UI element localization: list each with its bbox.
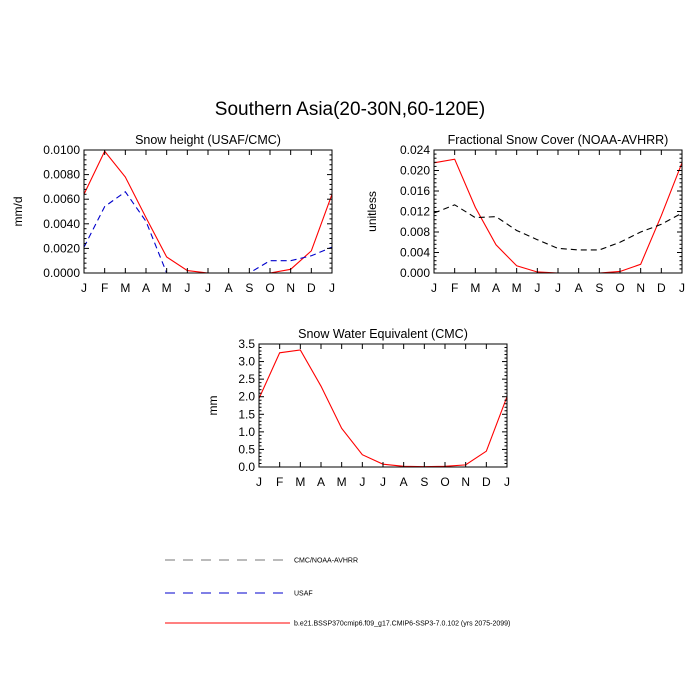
x-tick-label: J xyxy=(256,475,262,489)
y-tick-label: 0.008 xyxy=(400,225,430,239)
x-tick-label: J xyxy=(81,281,87,295)
x-tick-label: D xyxy=(307,281,316,295)
x-tick-label: M xyxy=(120,281,130,295)
x-tick-label: M xyxy=(295,475,305,489)
x-tick-label: N xyxy=(636,281,645,295)
x-tick-label: F xyxy=(451,281,458,295)
x-tick-label: J xyxy=(431,281,437,295)
series-line-1 xyxy=(83,150,333,274)
series-line-2 xyxy=(433,204,683,251)
y-tick-label: 0.024 xyxy=(400,143,430,157)
y-tick-label: 0.0060 xyxy=(43,192,80,206)
legend-label: CMC/NOAA-AVHRR xyxy=(294,558,358,565)
panels-group: Snow height (USAF/CMC)mm/dJ F M A M J J A S O N D J0… xyxy=(11,133,685,489)
panel-title: Snow Water Equivalent (CMC) xyxy=(298,327,468,341)
series-line-2 xyxy=(83,191,333,274)
x-tick-label: J xyxy=(184,281,190,295)
plot-frame xyxy=(258,343,508,468)
x-tick-label: S xyxy=(420,475,428,489)
y-axis-label: unitless xyxy=(365,191,379,232)
legend-item-1: CMC/NOAA-AVHRR xyxy=(165,558,358,565)
legend-item-3: b.e21.BSSP370cmip6.f09_g17.CMIP6-SSP3-7.… xyxy=(165,621,510,628)
panel-1: Snow height (USAF/CMC)mm/dJ F M A M J J A S O N D J0… xyxy=(11,133,335,295)
x-tick-label: S xyxy=(595,281,603,295)
x-tick-label: D xyxy=(482,475,491,489)
y-tick-label: 1.5 xyxy=(238,407,255,421)
y-tick-label: 0.012 xyxy=(400,205,430,219)
x-tick-label: M xyxy=(337,475,347,489)
x-tick-label: F xyxy=(101,281,108,295)
x-tick-label: M xyxy=(512,281,522,295)
series-line-1 xyxy=(258,349,508,468)
panel-2: Fractional Snow Cover (NOAA-AVHRR) unitle… xyxy=(365,133,685,295)
x-tick-label: M xyxy=(162,281,172,295)
x-tick-label: J xyxy=(679,281,685,295)
y-tick-label: 0.0000 xyxy=(43,266,80,280)
legend-label: b.e21.BSSP370cmip6.f09_g17.CMIP6-SSP3-7.… xyxy=(294,621,510,628)
x-tick-label: A xyxy=(575,281,583,295)
x-tick-label: J xyxy=(555,281,561,295)
legend-item-2: USAF xyxy=(165,591,313,598)
x-tick-label: A xyxy=(225,281,233,295)
y-tick-label: 0.004 xyxy=(400,246,430,260)
x-tick-label: O xyxy=(265,281,274,295)
y-tick-label: 0.0040 xyxy=(43,217,80,231)
panel-title: Snow height (USAF/CMC) xyxy=(135,133,281,147)
x-tick-label: J xyxy=(359,475,365,489)
x-tick-label: N xyxy=(286,281,295,295)
series-line-1 xyxy=(433,158,683,274)
y-tick-label: 3.5 xyxy=(238,337,255,351)
x-tick-label: D xyxy=(657,281,666,295)
legend: CMC/NOAA-AVHRR USAF b.e21.BSSP370cmip6.f09… xyxy=(165,558,510,628)
x-tick-label: F xyxy=(276,475,283,489)
x-tick-label: J xyxy=(534,281,540,295)
x-tick-label: S xyxy=(245,281,253,295)
y-tick-label: 0.0020 xyxy=(43,241,80,255)
y-axis-label: mm xyxy=(206,396,220,416)
figure-title: Southern Asia(20-30N,60-120E) xyxy=(215,99,485,120)
y-tick-label: 0.020 xyxy=(400,164,430,178)
y-tick-label: 3.0 xyxy=(238,355,255,369)
x-tick-label: A xyxy=(142,281,150,295)
plot-frame xyxy=(83,149,333,274)
y-tick-label: 2.0 xyxy=(238,390,255,404)
y-tick-label: 0.016 xyxy=(400,184,430,198)
y-tick-label: 2.5 xyxy=(238,372,255,386)
y-tick-label: 0.0 xyxy=(238,460,255,474)
x-tick-label: J xyxy=(380,475,386,489)
y-axis-label: mm/d xyxy=(11,197,25,227)
x-tick-label: A xyxy=(400,475,408,489)
panel-title: Fractional Snow Cover (NOAA-AVHRR) xyxy=(448,133,669,147)
x-tick-label: O xyxy=(440,475,449,489)
x-tick-label: O xyxy=(615,281,624,295)
x-tick-label: J xyxy=(205,281,211,295)
panel-3: Snow Water Equivalent (CMC)mmJ F M A M J J A S O N… xyxy=(206,327,510,489)
y-tick-label: 0.0100 xyxy=(43,143,80,157)
x-tick-label: A xyxy=(317,475,325,489)
y-tick-label: 0.000 xyxy=(400,266,430,280)
x-tick-label: M xyxy=(470,281,480,295)
y-tick-label: 0.0080 xyxy=(43,168,80,182)
legend-label: USAF xyxy=(294,591,313,598)
x-tick-label: N xyxy=(461,475,470,489)
y-tick-label: 1.0 xyxy=(238,425,255,439)
x-tick-label: J xyxy=(504,475,510,489)
x-tick-label: J xyxy=(329,281,335,295)
x-tick-label: A xyxy=(492,281,500,295)
y-tick-label: 0.5 xyxy=(238,442,255,456)
